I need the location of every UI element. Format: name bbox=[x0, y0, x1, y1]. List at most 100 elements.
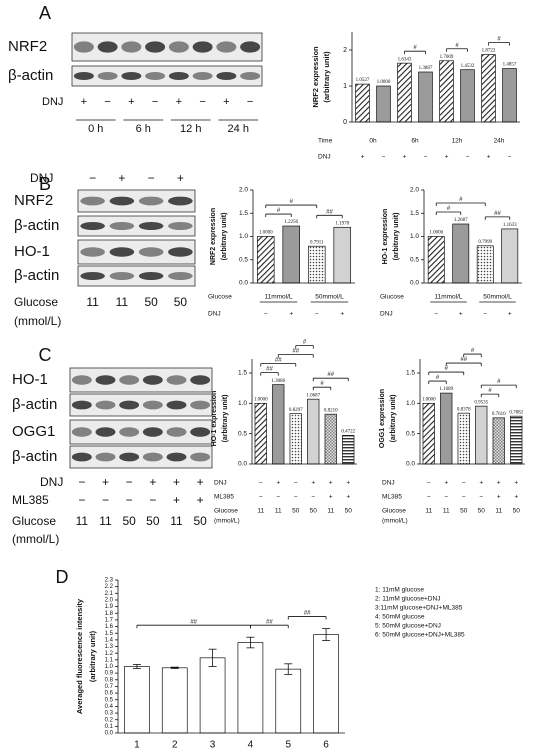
bar bbox=[324, 413, 337, 465]
y-tick-label: 0.1 bbox=[105, 724, 114, 730]
group-label: 24 h bbox=[228, 123, 249, 135]
row-name: DNJ bbox=[208, 311, 221, 318]
lane-label: − bbox=[89, 171, 96, 185]
significance-label: ## bbox=[326, 209, 333, 215]
bar bbox=[422, 402, 435, 465]
y-axis-label: HO-1 expression bbox=[211, 391, 218, 447]
bar bbox=[124, 666, 150, 734]
row-label: 11 bbox=[495, 508, 502, 515]
blot-band bbox=[121, 41, 142, 53]
bar bbox=[272, 384, 285, 465]
row-label: − bbox=[483, 311, 487, 318]
panel-label: C bbox=[39, 345, 52, 365]
value-label: 0.7610 bbox=[492, 412, 506, 417]
row-label: − bbox=[264, 311, 268, 318]
row-unit: (mmol/L) bbox=[214, 518, 240, 525]
lane-label: 50 bbox=[146, 514, 160, 528]
blot-band bbox=[166, 427, 187, 437]
y-tick-label: 1.2 bbox=[105, 651, 114, 657]
group-name: Glucose bbox=[380, 294, 404, 301]
bar bbox=[397, 62, 412, 123]
blot-band bbox=[168, 272, 193, 280]
error-bar bbox=[170, 666, 179, 669]
blot-band bbox=[240, 41, 261, 53]
blot-band bbox=[95, 427, 116, 437]
bar bbox=[439, 60, 454, 123]
value-label: 1.3086 bbox=[271, 379, 285, 384]
significance-label: # bbox=[436, 375, 440, 381]
row-label: + bbox=[329, 494, 333, 501]
value-label: 0.4722 bbox=[341, 429, 355, 434]
lane-label: − bbox=[104, 96, 110, 108]
y-tick-label: 1.0 bbox=[238, 400, 247, 407]
blot-band bbox=[138, 196, 164, 206]
panel-label: A bbox=[39, 3, 51, 23]
significance-label: ## bbox=[292, 349, 299, 355]
row-name: DNJ bbox=[214, 480, 227, 487]
bar bbox=[355, 83, 370, 123]
bar bbox=[502, 68, 517, 123]
row-label: − bbox=[382, 154, 386, 161]
significance-label: ## bbox=[494, 211, 501, 217]
y-axis-label: (arbitrary unit) bbox=[222, 395, 229, 443]
row-label: + bbox=[346, 494, 350, 501]
blot-band bbox=[166, 452, 187, 462]
blot-band bbox=[240, 72, 261, 80]
lane-row-name: Glucose bbox=[12, 514, 56, 528]
lane-row-name: DNJ bbox=[42, 96, 63, 108]
value-label: 1.0000 bbox=[429, 231, 443, 236]
row-label: + bbox=[403, 154, 407, 161]
value-label: 1.0000 bbox=[259, 231, 273, 236]
row-label: 11 bbox=[425, 508, 432, 515]
row-label: 11 bbox=[257, 508, 264, 515]
significance-label: ## bbox=[460, 357, 467, 363]
value-label: 0.7911 bbox=[310, 240, 324, 245]
blot-band bbox=[73, 41, 94, 53]
row-label: − bbox=[427, 480, 431, 487]
row-name: Glucose bbox=[214, 508, 238, 515]
row-label: + bbox=[346, 480, 350, 487]
row-label: − bbox=[311, 494, 315, 501]
bar bbox=[333, 226, 352, 284]
blot-strip bbox=[71, 65, 263, 87]
group-label: 0h bbox=[369, 138, 377, 145]
group-label: 11mmol/L bbox=[264, 294, 292, 301]
y-tick-label: 0.5 bbox=[238, 430, 247, 437]
significance-label: ## bbox=[275, 358, 282, 364]
row-label: − bbox=[444, 494, 448, 501]
bar bbox=[199, 657, 226, 734]
bar bbox=[440, 392, 453, 465]
panel-label: D bbox=[56, 567, 69, 587]
blot-band bbox=[166, 375, 187, 385]
legend-note: 2: 11mM glucose+DNJ bbox=[375, 596, 440, 603]
bar bbox=[313, 634, 339, 734]
row-label: 11 bbox=[443, 508, 450, 515]
y-axis-label: (arbitrary unit) bbox=[221, 213, 228, 261]
significance-label: ## bbox=[266, 367, 273, 373]
row-label: + bbox=[497, 480, 501, 487]
y-tick-label: 1.6 bbox=[105, 624, 114, 630]
bar bbox=[418, 71, 433, 123]
lane-label: 50 bbox=[122, 514, 136, 528]
row-label: 50 bbox=[292, 508, 300, 515]
y-axis-label: Averaged fluorescence intensity bbox=[75, 598, 84, 714]
lane-label: 11 bbox=[170, 514, 183, 528]
blot-band bbox=[95, 400, 116, 410]
blot-band bbox=[138, 222, 164, 230]
bar bbox=[457, 412, 470, 465]
y-axis-label: (arbitrary unit) bbox=[393, 213, 400, 261]
lane-label: − bbox=[78, 475, 85, 489]
lane-row-name: DNJ bbox=[30, 171, 53, 185]
lane-label: + bbox=[176, 96, 182, 108]
row-label: − bbox=[259, 480, 263, 487]
row-label: + bbox=[311, 480, 315, 487]
lane-label: + bbox=[177, 171, 184, 185]
value-label: 1.1689 bbox=[439, 387, 453, 392]
blot-band bbox=[168, 247, 193, 257]
row-label: − bbox=[466, 154, 470, 161]
blot-band bbox=[73, 72, 94, 80]
bar bbox=[492, 417, 505, 465]
lane-label: 11 bbox=[116, 295, 129, 309]
bar bbox=[475, 405, 488, 465]
value-label: 1.2687 bbox=[454, 218, 468, 223]
